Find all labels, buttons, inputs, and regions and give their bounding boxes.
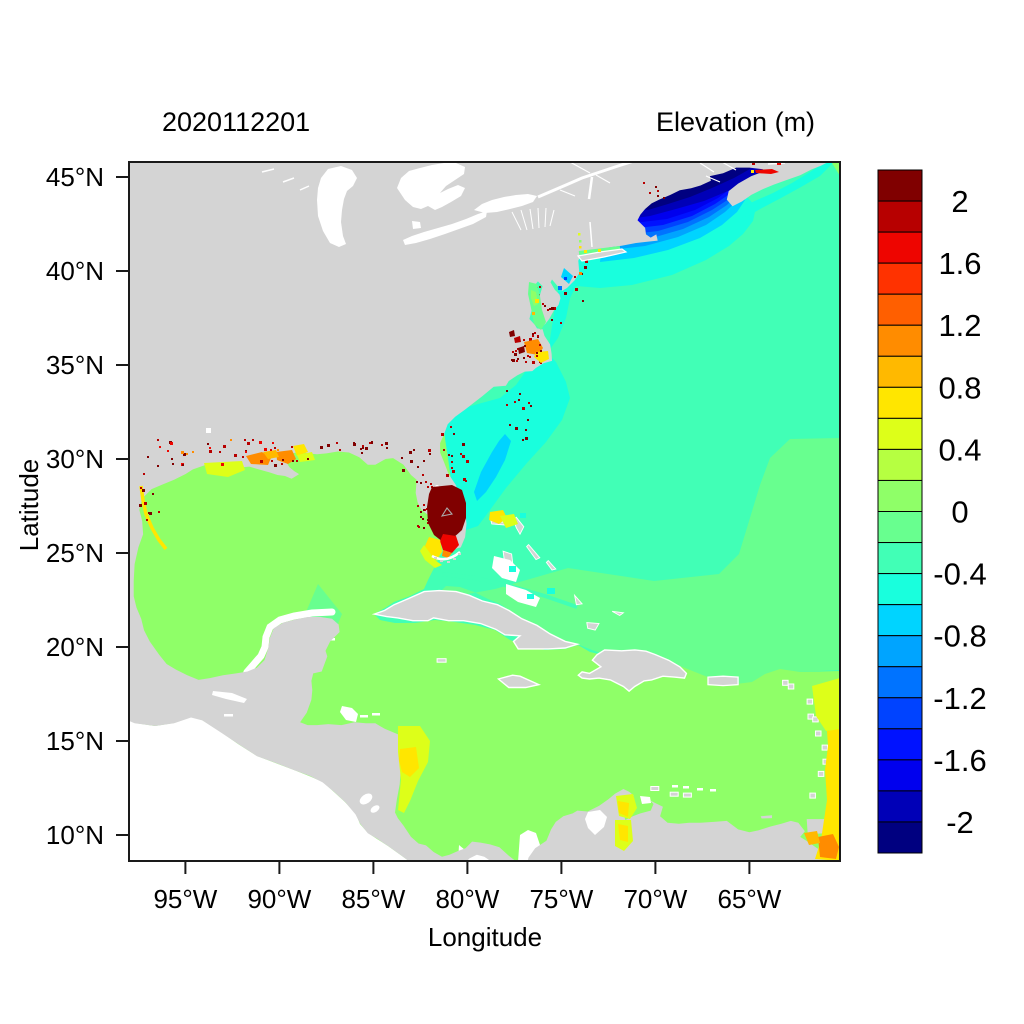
svg-text:85°W: 85°W: [341, 884, 405, 914]
svg-text:Elevation (m): Elevation (m): [656, 107, 815, 137]
svg-text:Longitude: Longitude: [428, 922, 542, 952]
svg-text:1.2: 1.2: [938, 308, 981, 343]
svg-text:Latitude: Latitude: [14, 459, 44, 552]
svg-text:30°N: 30°N: [46, 444, 104, 474]
svg-text:65°W: 65°W: [717, 884, 781, 914]
svg-text:-2: -2: [946, 805, 974, 840]
svg-text:20°N: 20°N: [46, 632, 104, 662]
svg-text:0.4: 0.4: [938, 432, 981, 467]
svg-text:70°W: 70°W: [623, 884, 687, 914]
svg-text:95°W: 95°W: [153, 884, 217, 914]
svg-text:2020112201: 2020112201: [162, 107, 310, 137]
svg-text:75°W: 75°W: [529, 884, 593, 914]
svg-text:45°N: 45°N: [46, 162, 104, 192]
svg-text:-1.2: -1.2: [933, 681, 986, 716]
svg-text:-0.4: -0.4: [933, 557, 986, 592]
svg-text:2: 2: [951, 184, 968, 219]
svg-text:25°N: 25°N: [46, 538, 104, 568]
svg-text:0.8: 0.8: [938, 370, 981, 405]
svg-text:90°W: 90°W: [247, 884, 311, 914]
svg-text:-0.8: -0.8: [933, 619, 986, 654]
svg-text:1.6: 1.6: [938, 246, 981, 281]
svg-text:-1.6: -1.6: [933, 743, 986, 778]
svg-text:40°N: 40°N: [46, 256, 104, 286]
svg-text:80°W: 80°W: [435, 884, 499, 914]
svg-text:0: 0: [951, 495, 968, 530]
svg-text:10°N: 10°N: [46, 820, 104, 850]
svg-text:15°N: 15°N: [46, 726, 104, 756]
svg-text:35°N: 35°N: [46, 350, 104, 380]
